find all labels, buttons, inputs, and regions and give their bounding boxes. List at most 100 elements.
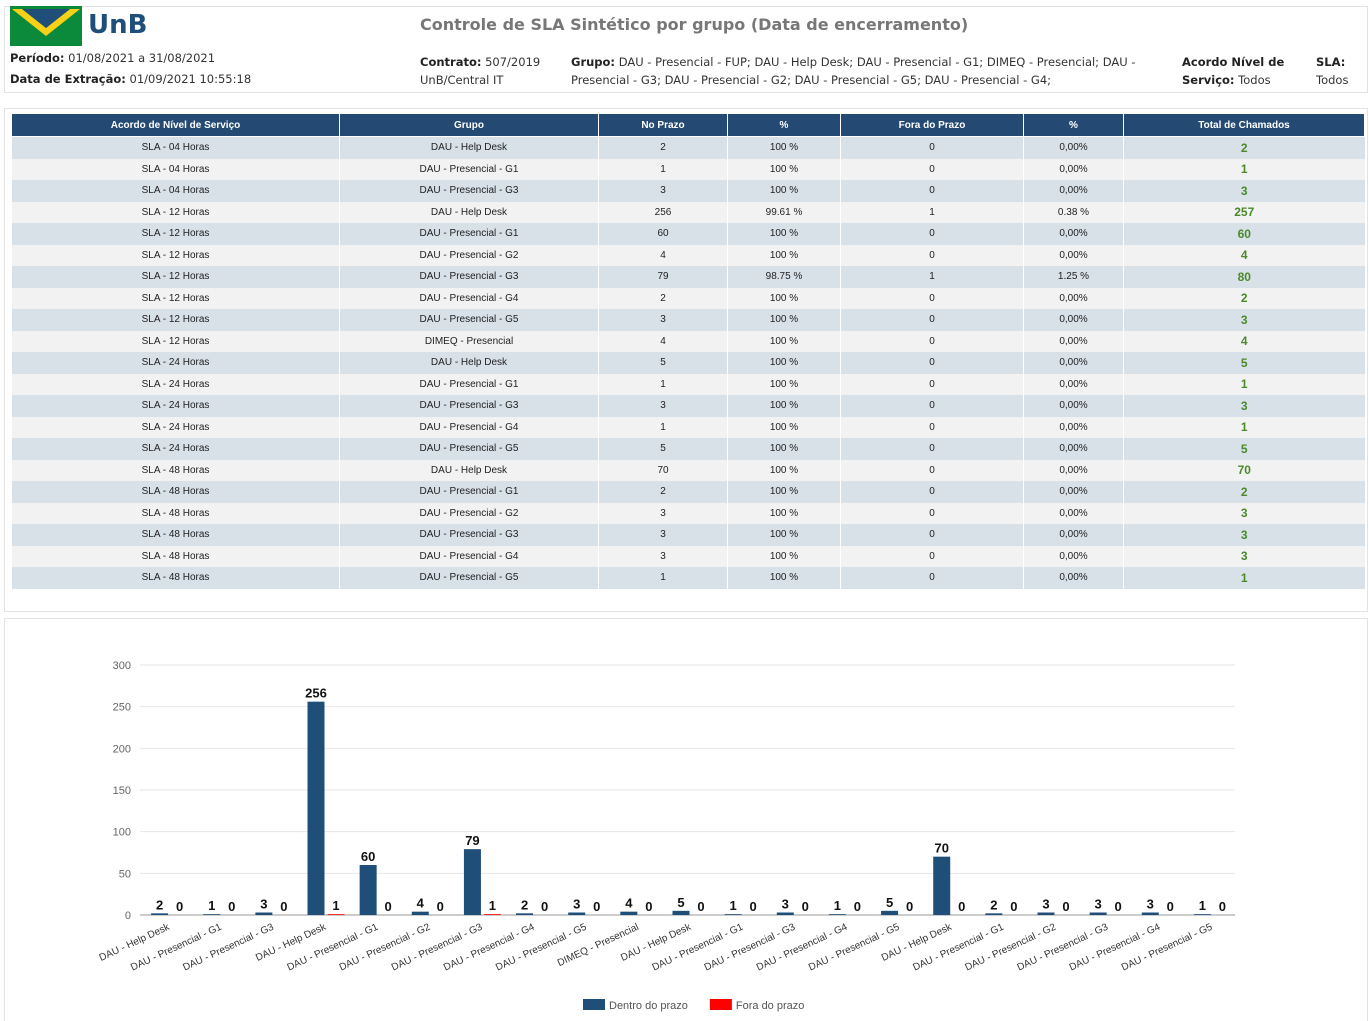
cell: SLA - 12 Horas bbox=[11, 244, 340, 266]
cell: 3 bbox=[1123, 395, 1365, 417]
cell: 0,00% bbox=[1023, 136, 1124, 159]
grupo: Grupo: DAU - Presencial - FUP; DAU - Hel… bbox=[571, 53, 1171, 89]
data-label: 0 bbox=[958, 899, 965, 914]
bar bbox=[568, 912, 586, 915]
cell: 3 bbox=[1123, 524, 1365, 546]
cell: 99.61 % bbox=[727, 201, 841, 223]
data-label: 0 bbox=[385, 899, 392, 914]
value: 507/2019 bbox=[485, 55, 541, 69]
data-label: 4 bbox=[417, 896, 425, 911]
data-label: 3 bbox=[260, 897, 267, 912]
cell: DAU - Help Desk bbox=[339, 136, 599, 159]
cell: 0 bbox=[840, 545, 1024, 567]
cell: 3 bbox=[1123, 545, 1365, 567]
cell: DAU - Presencial - G1 bbox=[339, 223, 599, 245]
cell: 0 bbox=[840, 244, 1024, 266]
y-tick-label: 300 bbox=[113, 660, 131, 672]
row: SLA - 12 Horas DAU - Presencial - G5 3 100 … bbox=[11, 309, 1365, 331]
data-label: 2 bbox=[990, 897, 997, 912]
bar bbox=[307, 701, 325, 915]
cell: 2 bbox=[598, 481, 728, 503]
cell: DAU - Presencial - G5 bbox=[339, 309, 599, 331]
y-tick-label: 0 bbox=[125, 910, 131, 922]
cell: 0 bbox=[840, 481, 1024, 503]
legend-label: Dentro do prazo bbox=[609, 1000, 688, 1012]
cell: 70 bbox=[1123, 459, 1365, 481]
data-label: 1 bbox=[208, 898, 215, 913]
cell: 3 bbox=[598, 395, 728, 417]
cell: 0 bbox=[840, 502, 1024, 524]
cell: 1 bbox=[1123, 567, 1365, 589]
column-header: Acordo de Nível de Serviço bbox=[11, 113, 340, 137]
cell: 2 bbox=[1123, 481, 1365, 503]
cell: 100 % bbox=[727, 567, 841, 589]
row: SLA - 24 Horas DAU - Presencial - G3 3 100 … bbox=[11, 395, 1365, 417]
row: SLA - 12 Horas DAU - Presencial - G4 2 100 … bbox=[11, 287, 1365, 309]
cell: SLA - 04 Horas bbox=[11, 180, 340, 202]
cell: SLA - 12 Horas bbox=[11, 201, 340, 223]
data-label: 0 bbox=[697, 899, 704, 914]
cell: 0 bbox=[840, 395, 1024, 417]
cell: 5 bbox=[598, 352, 728, 374]
cell: DAU - Presencial - G3 bbox=[339, 395, 599, 417]
row: SLA - 24 Horas DAU - Presencial - G4 1 100 … bbox=[11, 416, 1365, 438]
cell: DAU - Presencial - G5 bbox=[339, 438, 599, 460]
cell: 0,00% bbox=[1023, 309, 1124, 331]
cell: 100 % bbox=[727, 309, 841, 331]
cell: 1 bbox=[1123, 373, 1365, 395]
logo-mark bbox=[10, 6, 82, 46]
data-label: 0 bbox=[802, 899, 809, 914]
cell: 80 bbox=[1123, 266, 1365, 288]
data-label: 0 bbox=[437, 899, 444, 914]
cell: DAU - Presencial - G1 bbox=[339, 481, 599, 503]
cell: 0,00% bbox=[1023, 287, 1124, 309]
cell: 0 bbox=[840, 223, 1024, 245]
cell: 0,00% bbox=[1023, 502, 1124, 524]
data-label: 5 bbox=[677, 895, 684, 910]
x-tick-label: DAU - Presencial - G1 bbox=[129, 922, 224, 974]
table-box bbox=[4, 108, 1368, 612]
data-label: 1 bbox=[1199, 898, 1206, 913]
data-label: 3 bbox=[573, 897, 580, 912]
x-tick-label: DAU - Presencial - G3 bbox=[390, 922, 485, 974]
cell: 100 % bbox=[727, 416, 841, 438]
sla: SLA: Todos bbox=[1316, 53, 1361, 89]
cell: 100 % bbox=[727, 244, 841, 266]
periodo: Período: 01/08/2021 a 31/08/2021 bbox=[10, 51, 215, 65]
x-tick-label: DAU - Presencial - G2 bbox=[963, 922, 1058, 974]
x-tick-label: DAU - Presencial - G1 bbox=[911, 922, 1006, 974]
data-label: 0 bbox=[228, 899, 235, 914]
cell: DAU - Presencial - G4 bbox=[339, 545, 599, 567]
bar bbox=[985, 913, 1003, 915]
cell: DAU - Help Desk bbox=[339, 201, 599, 223]
cell: 0,00% bbox=[1023, 438, 1124, 460]
cell: 60 bbox=[1123, 223, 1365, 245]
x-tick-label: DAU - Presencial - G5 bbox=[807, 922, 902, 974]
x-tick-label: DAU - Presencial - G5 bbox=[494, 922, 589, 974]
data-label: 1 bbox=[834, 898, 841, 913]
cell: SLA - 48 Horas bbox=[11, 567, 340, 589]
cell: DAU - Presencial - G3 bbox=[339, 524, 599, 546]
cell: SLA - 24 Horas bbox=[11, 416, 340, 438]
cell: 0,00% bbox=[1023, 373, 1124, 395]
cell: DAU - Presencial - G2 bbox=[339, 502, 599, 524]
cell: 4 bbox=[598, 244, 728, 266]
cell: SLA - 24 Horas bbox=[11, 352, 340, 374]
cell: 0 bbox=[840, 180, 1024, 202]
cell: 257 bbox=[1123, 201, 1365, 223]
cell: SLA - 48 Horas bbox=[11, 545, 340, 567]
data-label: 1 bbox=[489, 898, 496, 913]
cell: 2 bbox=[598, 136, 728, 159]
cell: 2 bbox=[598, 287, 728, 309]
label: Data de Extração: bbox=[10, 72, 126, 86]
cell: 0 bbox=[840, 158, 1024, 180]
y-tick-label: 50 bbox=[119, 868, 131, 880]
chart-box bbox=[4, 618, 1368, 1021]
cell: 5 bbox=[598, 438, 728, 460]
cell: SLA - 12 Horas bbox=[11, 266, 340, 288]
cell: 100 % bbox=[727, 502, 841, 524]
data-label: 3 bbox=[1095, 897, 1102, 912]
cell: 1 bbox=[840, 201, 1024, 223]
cell: 0 bbox=[840, 373, 1024, 395]
cell: 79 bbox=[598, 266, 728, 288]
